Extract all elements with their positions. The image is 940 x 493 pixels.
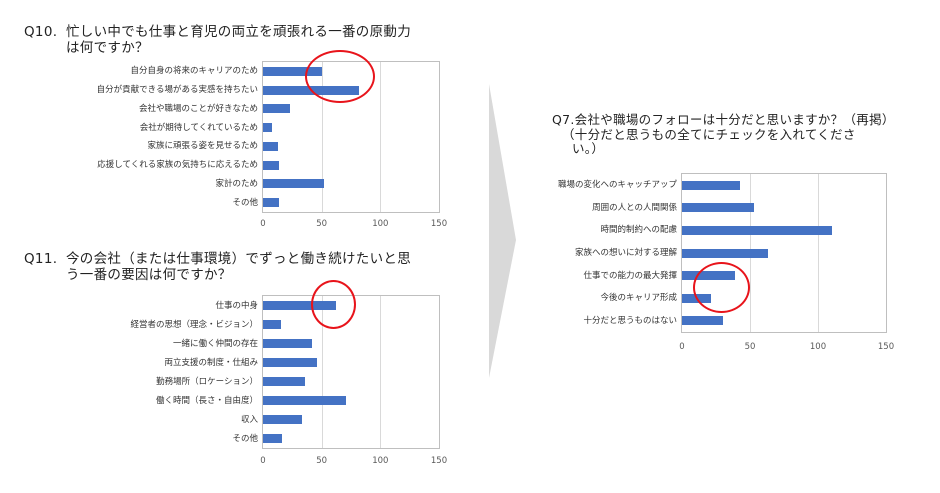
category-label: 時間的制約への配慮 [600,225,677,236]
category-label: 両立支援の制度・仕組み [164,357,258,368]
q10-title: Q10. 忙しい中でも仕事と育児の両立を頑張れる一番の原動力 は何ですか？ [24,24,411,56]
q7-title-line2: （十分だと思うもの全てにチェックを入れてくださ [562,126,856,142]
q7-title-line3: い。） [572,141,605,156]
bar [263,396,347,405]
category-label: 職場の変化へのキャッチアップ [557,180,677,191]
bar [682,203,755,213]
x-tick-label: 0 [260,219,266,229]
bar [263,358,317,367]
category-label: 仕事での能力の最大発揮 [583,270,677,281]
category-label: 自分自身の将来のキャリアのため [130,66,258,77]
q11-title: Q11. 今の会社（または仕事環境）でずっと働き続けたいと思 う一番の要因は何です… [24,251,411,283]
category-label: 会社が期待してくれているため [139,122,258,133]
bar [682,248,768,258]
q11-title-line1: 今の会社（または仕事環境）でずっと働き続けたいと思 [66,251,411,267]
q7-prefix: Q7. [552,112,575,127]
bar [263,339,313,348]
category-label: 家族への想いに対する理解 [574,248,677,258]
category-label: その他 [232,433,258,444]
x-tick-label: 150 [877,342,895,352]
category-label: 一緒に働く仲間の存在 [172,338,258,349]
right-arrow-icon [489,84,516,378]
x-tick-label: 100 [372,219,389,229]
q10-highlight-circle [305,50,375,103]
x-tick-label: 100 [809,342,827,352]
q7-title-line1: 会社や職場のフォローは十分だと思いますか？（再掲） [574,112,895,127]
bar [682,316,723,326]
bar [263,160,280,170]
gridline [380,296,382,448]
category-label: 今後のキャリア形成 [600,293,677,304]
x-tick-label: 0 [679,342,685,352]
x-tick-label: 100 [372,456,389,466]
bar [263,320,281,329]
x-tick-label: 50 [316,456,328,466]
bar [263,198,280,208]
x-tick-label: 150 [430,456,448,466]
q10-title-line2: は何ですか？ [66,40,149,56]
x-tick-label: 50 [316,219,328,229]
category-label: 周囲の人との人間関係 [592,202,677,213]
q11-highlight-circle [311,280,356,329]
category-label: 家族に頑張る姿を見せるため [147,141,258,152]
category-label: 収入 [240,414,258,425]
bar [263,104,290,114]
bar [263,66,322,76]
bar [263,179,324,189]
q11-title-line2: う一番の要因は何ですか？ [66,267,232,283]
gridline [818,174,819,332]
q10-prefix: Q10. [24,24,58,40]
plot-area [262,295,440,449]
bar [263,301,336,310]
bar [263,377,306,386]
x-tick-label: 0 [260,456,266,466]
x-tick-label: 50 [744,342,756,352]
category-label: 勤務場所（ロケーション） [156,376,258,387]
bar [263,123,273,133]
q7-title: Q7.会社や職場のフォローは十分だと思いますか？（再掲） （十分だと思うもの全て… [552,112,895,157]
category-label: 仕事の中身 [215,300,258,311]
category-label: 経営者の思想（理念・ビジョン） [130,319,258,330]
gridline [321,296,323,448]
q7-highlight-circle [693,262,750,313]
bar [263,415,302,424]
bar [682,225,832,235]
gridline [380,62,382,212]
category-label: 自分が貢献できる場がある実感を持ちたい [96,85,258,96]
category-label: 応援してくれる家族の気持ちに応えるため [97,160,258,171]
category-label: 家計のため [215,178,258,189]
gridline [321,62,323,212]
q10-title-line1: 忙しい中でも仕事と育児の両立を頑張れる一番の原動力 [66,24,411,40]
q11-prefix: Q11. [24,251,58,267]
category-label: 会社や職場のことが好きなため [138,103,258,114]
x-tick-label: 150 [430,219,448,229]
bar [263,434,282,443]
category-label: 十分だと思うものはない [583,315,677,326]
bar [263,141,279,151]
bar [682,180,741,190]
category-label: 働く時間（長さ・自由度） [155,395,258,406]
category-label: その他 [232,197,258,208]
